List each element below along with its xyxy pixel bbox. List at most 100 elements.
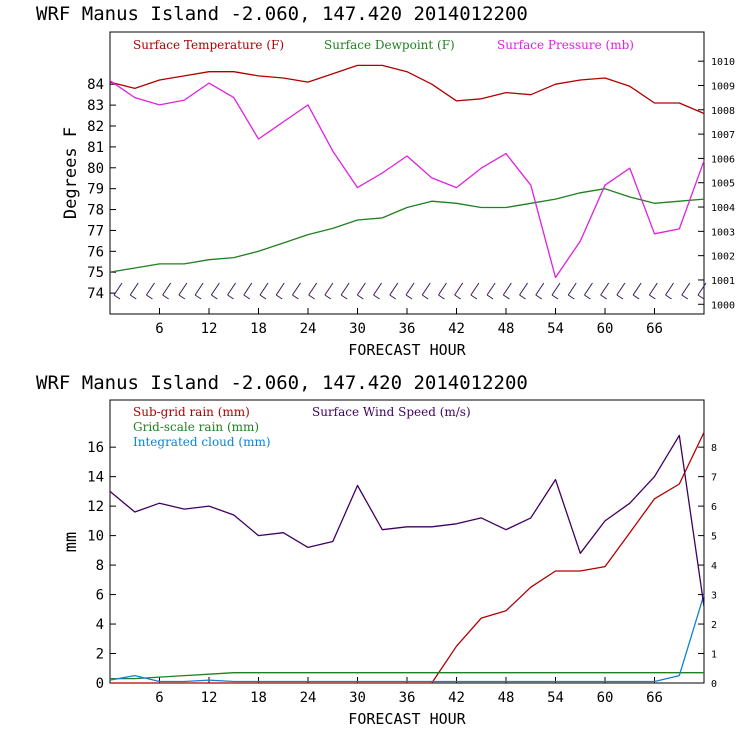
wind-barb-staff — [421, 282, 431, 296]
left-tick-label: 81 — [87, 140, 104, 156]
legend-subgrid-rain: Sub-grid rain (mm) — [133, 405, 250, 419]
x-tick-label: 18 — [250, 690, 267, 706]
y-axis-label: Degrees F — [61, 127, 81, 219]
integrated-cloud-mm-line — [109, 594, 705, 683]
wind-barb-staff — [259, 282, 269, 296]
left-tick-label: 76 — [87, 244, 104, 260]
wind-barb-staff — [308, 282, 318, 296]
wind-barb-flag — [194, 294, 202, 300]
right-tick-labels: 1010 1009 1008 1007 1006 1005 1004 1003 1002 1001… — [698, 57, 735, 311]
wind-barb-flag — [567, 294, 575, 300]
left-tick-label: 82 — [87, 119, 104, 135]
x-tick-label: 42 — [448, 321, 465, 337]
wind-barb-staff — [486, 282, 496, 296]
wind-barb-flag — [227, 294, 234, 300]
x-tick-label: 6 — [155, 690, 163, 706]
grid-scale-rain-mm-line — [110, 672, 704, 680]
wind-barb-flag — [357, 294, 364, 300]
legend-temperature: Surface Temperature (F) — [133, 38, 284, 52]
wind-barb-staff — [600, 282, 610, 296]
chart-title: WRF Manus Island -2.060, 147.420 2014012… — [36, 372, 528, 394]
wind-barb-staff — [340, 282, 350, 296]
x-tick-labels: 6 12 18 24 30 36 42 48 54 60 66 — [155, 677, 663, 706]
wind-barb-staff — [502, 282, 512, 296]
wind-barb-staff — [681, 282, 691, 296]
wind-barb-flag — [632, 294, 640, 300]
wind-barb-flag — [405, 294, 413, 300]
left-tick-label: 12 — [87, 499, 104, 515]
wind-barb-staff — [632, 282, 642, 296]
x-tick-label: 24 — [300, 321, 317, 337]
legend: Sub-grid rain (mm) Surface Wind Speed (m… — [133, 405, 471, 449]
right-tick-label: 1007 — [711, 130, 735, 141]
rain-wind-chart: WRF Manus Island -2.060, 147.420 2014012… — [36, 372, 717, 728]
wind-barb-flag — [616, 294, 624, 300]
x-tick-label: 24 — [300, 690, 317, 706]
right-tick-label: 1009 — [711, 81, 735, 92]
wind-barb-flag — [665, 294, 672, 300]
wind-barb-flag — [129, 294, 137, 300]
wind-barb-flag — [324, 294, 332, 300]
sub-grid-rain-mm-line — [110, 432, 705, 684]
wind-barb-flag — [243, 294, 251, 300]
surface-dewpoint-f-line — [109, 188, 705, 273]
wind-barb-staff — [210, 282, 220, 296]
left-tick-label: 74 — [87, 286, 104, 302]
wind-barbs — [113, 282, 707, 300]
surface-pressure-mb-line — [109, 80, 705, 279]
left-tick-label: 75 — [87, 265, 104, 281]
x-tick-label: 54 — [547, 321, 564, 337]
x-tick-label: 48 — [498, 690, 515, 706]
wind-barb-staff — [454, 282, 464, 296]
right-tick-label: 1004 — [711, 203, 735, 214]
x-tick-label: 30 — [349, 690, 366, 706]
wind-barb-flag — [389, 294, 397, 300]
wind-barb-staff — [567, 282, 577, 296]
right-tick-label: 1006 — [711, 154, 735, 165]
left-tick-label: 10 — [87, 529, 104, 545]
x-tick-label: 36 — [399, 690, 416, 706]
left-tick-label: 78 — [87, 203, 104, 219]
right-tick-label: 8 — [711, 443, 717, 454]
wind-barb-flag — [146, 294, 153, 300]
wind-barb-flag — [454, 294, 461, 300]
left-tick-labels: 16 14 12 10 8 6 4 2 0 — [87, 440, 116, 692]
right-tick-label: 6 — [711, 502, 717, 513]
legend-wind-speed: Surface Wind Speed (m/s) — [312, 405, 471, 419]
y-axis-label: mm — [61, 532, 81, 552]
x-tick-label: 12 — [201, 690, 218, 706]
x-tick-label: 36 — [399, 321, 416, 337]
left-tick-label: 79 — [87, 182, 104, 198]
legend: Surface Temperature (F) Surface Dewpoint… — [133, 38, 634, 52]
wind-barb-staff — [470, 282, 480, 296]
wind-barb-staff — [665, 282, 674, 296]
x-tick-label: 66 — [646, 321, 663, 337]
wind-barb-flag — [697, 294, 705, 300]
x-tick-label: 60 — [597, 690, 614, 706]
wind-barb-flag — [162, 294, 169, 300]
right-tick-label: 1002 — [711, 252, 735, 263]
x-tick-label: 42 — [448, 690, 465, 706]
right-tick-label: 2 — [711, 620, 717, 631]
chart-title: WRF Manus Island -2.060, 147.420 2014012… — [36, 3, 528, 25]
right-tick-label: 1000 — [711, 300, 735, 311]
right-tick-label: 0 — [711, 679, 717, 690]
x-tick-labels: 6 12 18 24 30 36 42 48 54 60 66 — [155, 308, 663, 337]
right-tick-label: 1003 — [711, 227, 735, 238]
wind-barb-flag — [178, 294, 186, 300]
wind-barb-flag — [535, 294, 543, 300]
wind-barb-flag — [600, 294, 607, 300]
wind-barb-staff — [373, 282, 382, 296]
legend-grid-rain: Grid-scale rain (mm) — [133, 420, 259, 434]
left-tick-labels: 84 83 82 81 80 79 78 77 76 75 74 — [87, 77, 116, 302]
right-tick-label: 1001 — [711, 276, 735, 287]
wind-barb-staff — [275, 282, 285, 296]
wind-barb-flag — [584, 294, 591, 300]
legend-dewpoint: Surface Dewpoint (F) — [324, 38, 455, 52]
wind-barb-flag — [470, 294, 478, 300]
left-tick-label: 6 — [96, 588, 104, 604]
plot-frame — [109, 31, 705, 315]
x-axis-label: FORECAST HOUR — [348, 710, 466, 728]
wind-barb-flag — [681, 294, 689, 300]
